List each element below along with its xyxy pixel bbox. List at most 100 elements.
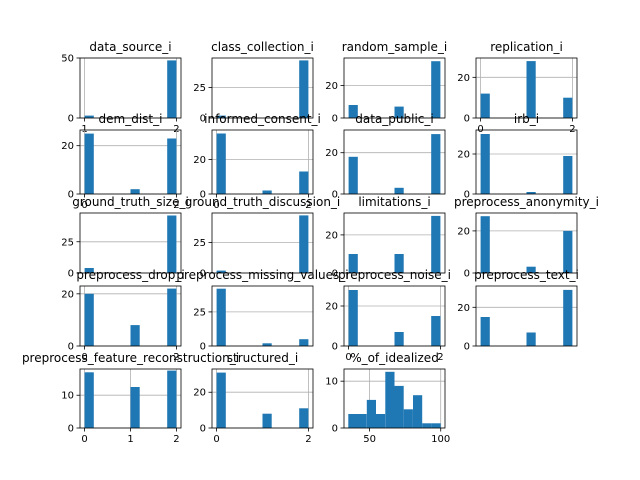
subplot-title: structured_i <box>227 351 298 365</box>
x-tick-label: 2 <box>569 124 575 135</box>
axes-frame <box>79 212 182 274</box>
subplot: 0 25 ground_truth_discussion_i <box>185 195 341 280</box>
x-tick-label: 1 <box>81 124 87 135</box>
histogram-bar <box>167 215 177 273</box>
axes-frame <box>79 57 182 119</box>
histogram-bar <box>216 133 226 194</box>
subplot-title: %_of_idealized <box>350 351 439 365</box>
y-tick-label: 0 <box>464 269 470 280</box>
histogram-bar <box>299 215 309 273</box>
histogram-bar <box>262 413 272 428</box>
x-tick-label: 2 <box>437 352 443 363</box>
histogram-bar <box>216 115 226 118</box>
histogram-bar <box>526 192 536 194</box>
x-tick-label: 0 <box>81 434 87 445</box>
y-tick-label: 20 <box>325 148 338 159</box>
x-tick-label: 2 <box>173 124 179 135</box>
histogram-bar <box>299 171 309 194</box>
subplot: 0 25 class_collection_i <box>193 40 314 125</box>
histogram-bar <box>376 414 386 428</box>
histogram-bar <box>348 254 358 273</box>
x-tick-label: 0 <box>81 352 87 363</box>
histogram-bar <box>563 289 573 346</box>
axes-frame <box>475 57 578 119</box>
histogram-bar <box>526 266 536 273</box>
y-tick-label: 0 <box>200 190 206 201</box>
histogram-bar <box>348 414 358 428</box>
x-tick-label: 0 <box>477 124 483 135</box>
subplot: 0 25 ground_truth_size_i <box>61 195 189 280</box>
subplot-title: ground_truth_discussion_i <box>185 195 341 209</box>
histogram-bar <box>394 332 404 346</box>
x-tick-label: 2 <box>173 434 179 445</box>
histogram-bar <box>563 156 573 194</box>
y-tick-label: 0 <box>68 269 74 280</box>
y-tick-label: 0 <box>200 424 206 435</box>
histogram-bar <box>422 423 432 428</box>
histogram-bar <box>480 216 490 273</box>
histogram-bar <box>262 343 272 346</box>
axes-frame <box>211 212 314 274</box>
subplot-title: data_source_i <box>89 40 171 54</box>
histogram-bar <box>366 399 376 428</box>
axes-frame <box>343 57 446 119</box>
x-tick-label: 2 <box>173 200 179 211</box>
histogram-bar <box>357 414 367 428</box>
y-tick-label: 10 <box>61 391 74 402</box>
x-tick-label: 50 <box>363 434 376 445</box>
subplot: 50 100 0 10 %_of_idealized <box>325 351 450 445</box>
y-tick-label: 20 <box>193 388 206 399</box>
histogram-bar <box>167 288 177 346</box>
subplot: 0 20 random_sample_i <box>325 40 447 125</box>
y-tick-label: 0 <box>68 424 74 435</box>
subplot-title: ground_truth_size_i <box>72 195 189 209</box>
y-tick-label: 0 <box>332 190 338 201</box>
subplot-title: preprocess_anonymity_i <box>454 195 599 209</box>
histogram-bar <box>526 61 536 118</box>
histogram-bar <box>348 105 358 118</box>
histogram-bar <box>563 97 573 118</box>
axes-frame <box>79 129 182 195</box>
y-tick-label: 25 <box>193 83 206 94</box>
x-tick-label: 1 <box>127 434 133 445</box>
x-tick-label: 0 <box>213 434 219 445</box>
subplot-title: limitations_i <box>358 195 430 209</box>
y-tick-label: 50 <box>61 54 74 65</box>
subplot-title: class_collection_i <box>211 40 314 54</box>
y-tick-label: 20 <box>325 302 338 313</box>
histogram-bar <box>167 60 177 118</box>
histogram-bar <box>431 215 441 273</box>
subplot: 0 20 limitations_i <box>325 195 446 280</box>
histogram-bar <box>394 254 404 273</box>
y-tick-label: 0 <box>332 114 338 125</box>
y-tick-label: 0 <box>464 342 470 353</box>
x-tick-label: 2 <box>173 352 179 363</box>
histogram-bar <box>84 372 94 428</box>
x-tick-label: 0 <box>345 352 351 363</box>
y-tick-label: 0 <box>68 114 74 125</box>
histogram-bar <box>431 61 441 118</box>
x-tick-label: 0 <box>213 200 219 211</box>
axes-frame <box>475 285 578 347</box>
y-tick-label: 0 <box>68 342 74 353</box>
histogram-bar <box>480 93 490 118</box>
histogram-bar <box>84 293 94 346</box>
y-tick-label: 20 <box>61 289 74 300</box>
axes-frame <box>343 368 446 429</box>
axes-frame <box>475 129 578 195</box>
y-tick-label: 20 <box>457 150 470 161</box>
y-tick-label: 0 <box>68 190 74 201</box>
y-tick-label: 20 <box>325 230 338 241</box>
subplot-title: preprocess_drop_i <box>76 268 184 282</box>
subplot-title: preprocess_text_i <box>474 268 579 282</box>
histogram-bar <box>84 115 94 118</box>
y-tick-label: 20 <box>457 303 470 314</box>
y-tick-label: 0 <box>464 114 470 125</box>
subplot-title: preprocess_feature_reconstruction_i <box>22 351 239 365</box>
y-tick-label: 10 <box>325 377 338 388</box>
